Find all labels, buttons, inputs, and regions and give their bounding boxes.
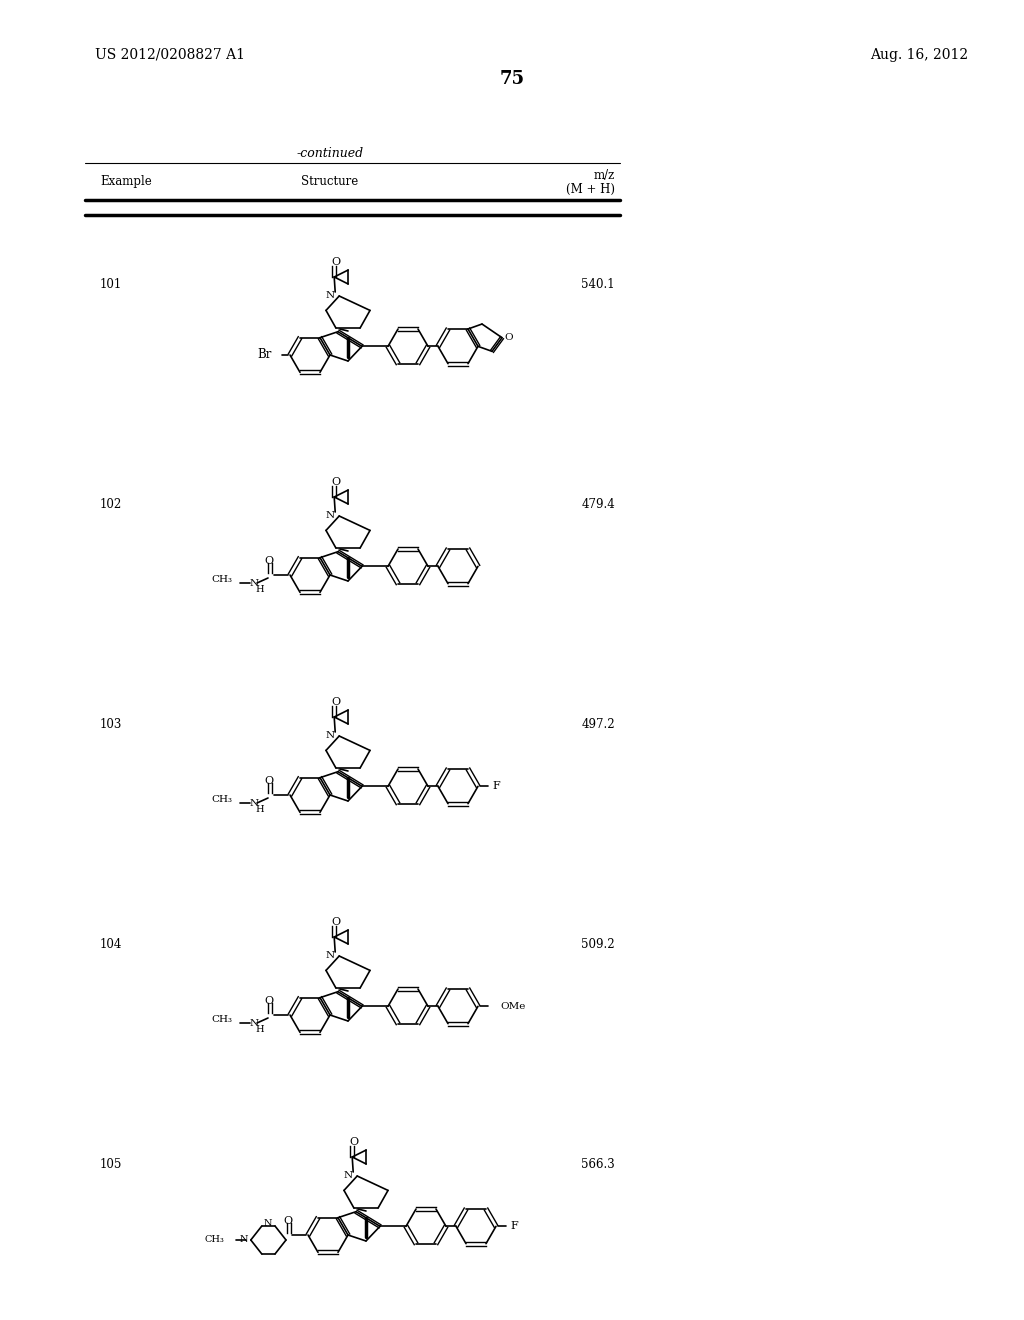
Text: H: H: [256, 805, 264, 814]
Text: O: O: [264, 776, 273, 785]
Text: OMe: OMe: [500, 1002, 525, 1011]
Text: F: F: [492, 781, 500, 791]
Text: O: O: [264, 556, 273, 566]
Text: -continued: -continued: [296, 147, 364, 160]
Text: 75: 75: [500, 70, 524, 88]
Text: F: F: [510, 1221, 518, 1232]
Text: 105: 105: [100, 1158, 123, 1171]
Text: Aug. 16, 2012: Aug. 16, 2012: [870, 48, 968, 62]
Text: O: O: [349, 1137, 358, 1147]
Text: 104: 104: [100, 939, 123, 950]
Text: N: N: [343, 1172, 352, 1180]
Text: (M + H): (M + H): [566, 183, 615, 195]
Text: N: N: [250, 1019, 259, 1028]
Text: 497.2: 497.2: [582, 718, 615, 731]
Text: Example: Example: [100, 176, 152, 187]
Text: Br: Br: [258, 348, 272, 362]
Text: N: N: [325, 511, 334, 520]
Text: N: N: [325, 731, 334, 741]
Text: N: N: [263, 1220, 272, 1229]
Text: CH₃: CH₃: [211, 1015, 232, 1024]
Text: 103: 103: [100, 718, 123, 731]
Text: Structure: Structure: [301, 176, 358, 187]
Text: 479.4: 479.4: [582, 498, 615, 511]
Text: O: O: [332, 697, 341, 708]
Text: N: N: [250, 800, 259, 808]
Text: O: O: [505, 333, 513, 342]
Text: N: N: [240, 1236, 248, 1245]
Text: CH₃: CH₃: [205, 1236, 225, 1245]
Text: O: O: [332, 257, 341, 267]
Text: O: O: [264, 997, 273, 1006]
Text: 509.2: 509.2: [582, 939, 615, 950]
Text: N: N: [325, 952, 334, 961]
Text: m/z: m/z: [594, 169, 615, 182]
Text: 102: 102: [100, 498, 122, 511]
Text: H: H: [256, 586, 264, 594]
Text: O: O: [332, 477, 341, 487]
Text: 101: 101: [100, 279, 122, 290]
Text: 566.3: 566.3: [582, 1158, 615, 1171]
Text: N: N: [325, 292, 334, 301]
Text: 540.1: 540.1: [582, 279, 615, 290]
Text: O: O: [332, 917, 341, 927]
Text: O: O: [284, 1216, 293, 1226]
Text: CH₃: CH₃: [211, 796, 232, 804]
Text: H: H: [256, 1026, 264, 1035]
Text: N: N: [250, 579, 259, 589]
Text: CH₃: CH₃: [211, 576, 232, 585]
Text: US 2012/0208827 A1: US 2012/0208827 A1: [95, 48, 245, 62]
